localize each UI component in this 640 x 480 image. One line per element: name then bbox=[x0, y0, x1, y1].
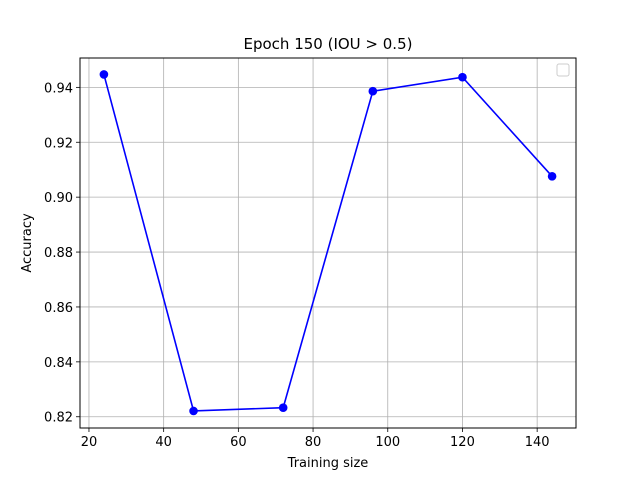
y-tick-label: 0.82 bbox=[44, 411, 73, 426]
y-tick-label: 0.94 bbox=[44, 81, 73, 96]
legend bbox=[556, 63, 570, 77]
series-layer bbox=[99, 70, 557, 416]
ticks: 20 40 60 80 100 120 140 0.82 0.84 0.86 0.88 0.90 0.9… bbox=[44, 81, 550, 450]
data-point bbox=[458, 72, 467, 82]
data-point bbox=[189, 406, 198, 416]
x-tick-label: 20 bbox=[81, 435, 98, 450]
plot-frame bbox=[79, 57, 577, 429]
x-tick-label: 60 bbox=[230, 435, 247, 450]
x-tick-label: 40 bbox=[155, 435, 172, 450]
x-tick-label: 80 bbox=[305, 435, 322, 450]
data-point bbox=[368, 86, 378, 96]
y-tick-label: 0.92 bbox=[44, 136, 73, 151]
data-point bbox=[547, 172, 557, 181]
x-axis-label: Training size bbox=[287, 456, 369, 471]
y-tick-label: 0.86 bbox=[44, 301, 73, 316]
series-line bbox=[103, 74, 553, 412]
grid bbox=[80, 58, 576, 428]
x-tick-label: 140 bbox=[525, 435, 550, 450]
x-tick-label: 120 bbox=[450, 435, 475, 450]
x-tick-label: 100 bbox=[375, 435, 400, 450]
y-tick-label: 0.84 bbox=[44, 356, 73, 371]
data-point bbox=[99, 70, 109, 79]
y-tick-label: 0.88 bbox=[44, 246, 73, 261]
chart-title: Epoch 150 (IOU > 0.5) bbox=[244, 35, 413, 53]
y-axis-label: Accuracy bbox=[20, 213, 35, 273]
data-point bbox=[278, 403, 288, 412]
y-tick-label: 0.90 bbox=[44, 191, 73, 206]
